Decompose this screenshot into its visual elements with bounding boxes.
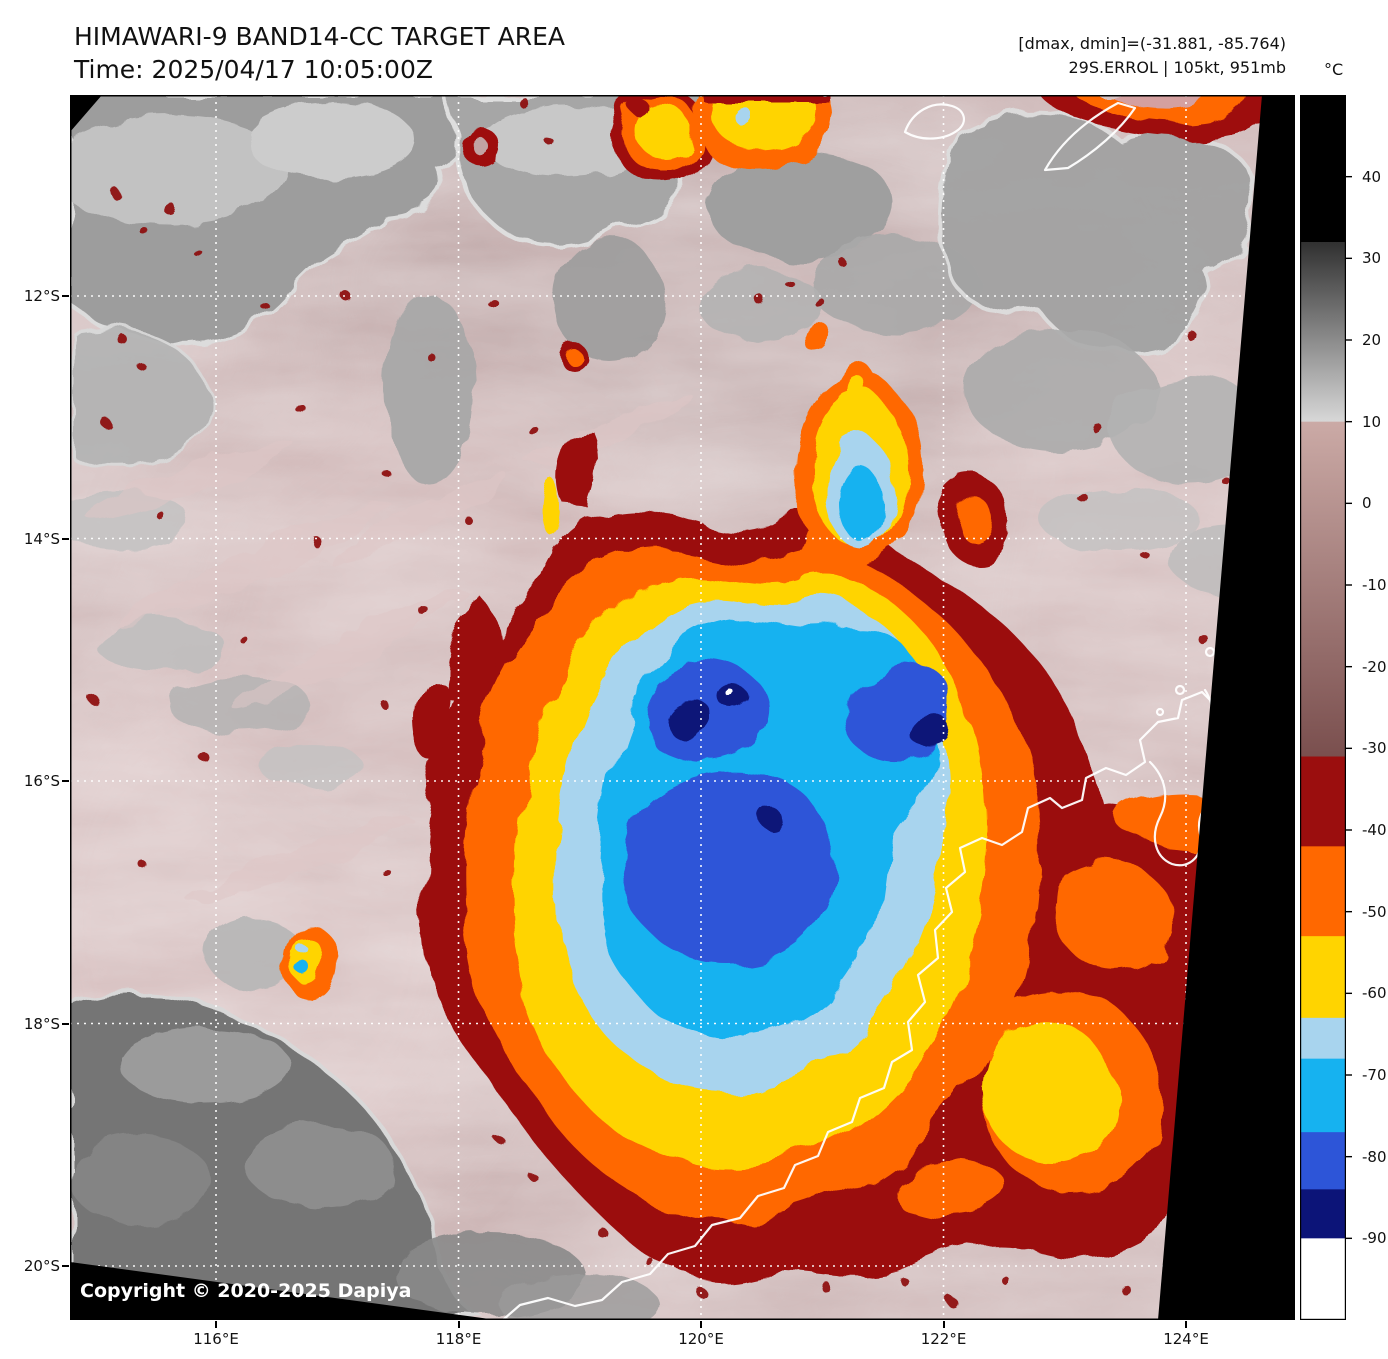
colorbar-tick-label: -20 [1362, 657, 1387, 676]
dmax-dmin-readout: [dmax, dmin]=(-31.881, -85.764) [1018, 34, 1286, 53]
satellite-map [70, 95, 1295, 1320]
colorbar-tick-label: -80 [1362, 1147, 1387, 1166]
colorbar-segment [1300, 1238, 1346, 1320]
axis-tick [62, 537, 69, 540]
lat-axis-label: 18°S [23, 1014, 60, 1033]
colorbar-tick-label: -30 [1362, 739, 1387, 758]
small-red-ring [461, 127, 589, 372]
lat-axis-label: 20°S [23, 1257, 60, 1275]
lon-axis-label: 124°E [1163, 1330, 1209, 1348]
graticule [70, 95, 1262, 1320]
colorbar-tick-label: -90 [1362, 1229, 1387, 1248]
colorbar-tick-label: -50 [1362, 902, 1387, 921]
colorbar-segment [1300, 756, 1346, 847]
axis-tick [62, 295, 69, 297]
colorbar-tick-label: -70 [1362, 1066, 1387, 1084]
colorbar-tick-label: 30 [1362, 249, 1382, 268]
axis-tick [62, 1265, 69, 1267]
colorbar-segment [1300, 1189, 1346, 1239]
cyclone-errol [417, 316, 1253, 1279]
map-border [70, 95, 1295, 1320]
colorbar-segment [1300, 1017, 1346, 1060]
colorbar-segment [1300, 1132, 1346, 1190]
lat-axis-label: 12°S [23, 287, 60, 305]
axis-tick [62, 1022, 69, 1025]
axis-tick [700, 1321, 702, 1328]
copyright-text: Copyright © 2020-2025 Dapiya [80, 1280, 412, 1302]
axis-tick [1185, 1321, 1187, 1328]
colorbar-tick-label: 10 [1362, 412, 1382, 431]
colorbar-segment [1300, 421, 1346, 758]
colorbar-segment [1300, 846, 1346, 937]
page-title: HIMAWARI-9 BAND14-CC TARGET AREA [74, 22, 566, 51]
colorbar-tick-label: 0 [1362, 494, 1372, 513]
colorbar-segment [1300, 1058, 1346, 1133]
timestamp: Time: 2025/04/17 10:05:00Z [74, 55, 433, 84]
colorbar-tick-label: 40 [1362, 167, 1382, 186]
colorbar-tick-label: -40 [1362, 821, 1387, 839]
lon-axis-label: 122°E [920, 1330, 967, 1348]
colorbar [1300, 95, 1352, 1320]
axis-tick [215, 1321, 217, 1328]
northern-convection [610, 95, 1262, 181]
lon-axis-label: 120°E [678, 1330, 724, 1348]
lon-axis-label: 118°E [435, 1330, 482, 1348]
colorbar-segment [1300, 242, 1346, 423]
lon-axis-label: 116°E [193, 1330, 239, 1348]
colorbar-segment [1300, 95, 1346, 243]
storm-readout: 29S.ERROL | 105kt, 951mb [1068, 58, 1286, 77]
lat-axis-label: 16°S [23, 772, 60, 790]
colorbar-tick-label: -10 [1362, 576, 1387, 594]
colorbar-unit-label: °C [1324, 60, 1344, 79]
small-convective-cell [283, 924, 337, 1000]
colorbar-segment [1300, 936, 1346, 1019]
axis-tick [62, 780, 69, 782]
colorbar-tick-label: 20 [1362, 331, 1382, 349]
colorbar-border [1300, 95, 1346, 1320]
axis-tick [457, 1321, 460, 1328]
axis-tick [942, 1321, 945, 1328]
lat-axis-label: 14°S [23, 529, 60, 548]
colorbar-tick-label: -60 [1362, 984, 1387, 1003]
